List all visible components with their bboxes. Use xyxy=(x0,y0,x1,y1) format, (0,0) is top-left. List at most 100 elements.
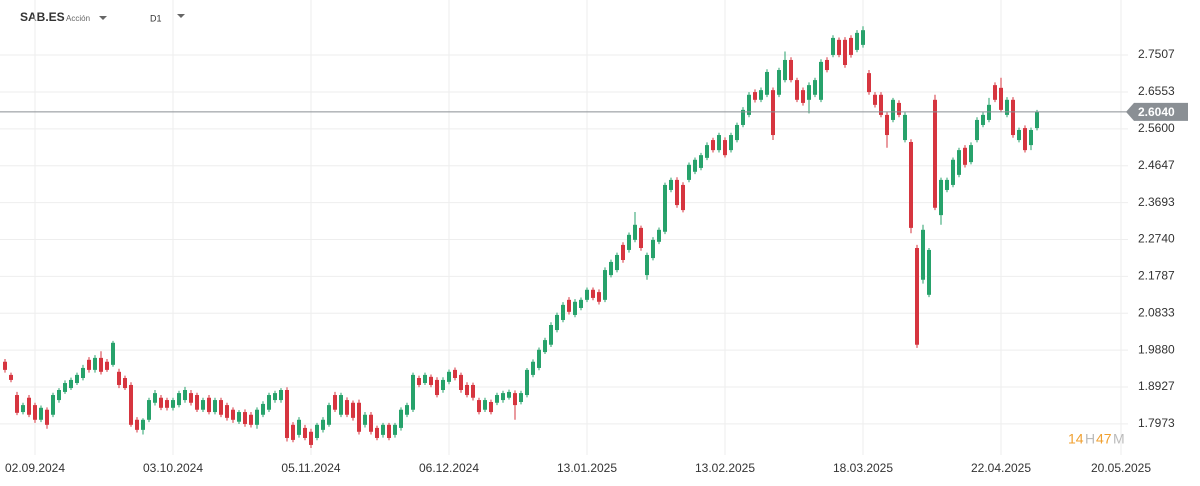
candle-body xyxy=(111,342,115,365)
candle-body xyxy=(21,405,25,413)
candle-body xyxy=(603,270,607,300)
candle-body xyxy=(363,414,367,425)
candle-body xyxy=(579,299,583,308)
candle-body xyxy=(69,379,73,389)
candle-body xyxy=(501,393,505,401)
candle-body xyxy=(915,248,919,345)
symbol[interactable]: SAB.ES xyxy=(20,10,65,24)
candle-body xyxy=(3,361,7,370)
candle-body xyxy=(105,361,109,370)
candle-body xyxy=(621,244,625,260)
x-tick-label: 13.02.2025 xyxy=(695,461,755,475)
candle-body xyxy=(351,402,355,418)
candle-body xyxy=(261,403,265,415)
candle-body xyxy=(15,395,19,413)
candle-body xyxy=(921,229,925,280)
candle-body xyxy=(837,39,841,55)
candle-body xyxy=(795,80,799,100)
candle-body xyxy=(657,229,661,242)
y-tick-label: 1.9880 xyxy=(1138,342,1175,356)
candle-body xyxy=(165,400,169,408)
candle-body xyxy=(87,359,91,370)
x-tick-label: 06.12.2024 xyxy=(419,461,479,475)
candle-body xyxy=(639,227,643,249)
candle-body xyxy=(1035,111,1039,129)
candle-body xyxy=(177,393,181,406)
candle-body xyxy=(75,374,79,384)
x-tick-label: 03.10.2024 xyxy=(143,461,203,475)
candle-body xyxy=(651,239,655,259)
candle-body xyxy=(267,395,271,410)
candle-body xyxy=(141,419,145,430)
y-tick-label: 2.5600 xyxy=(1138,121,1175,135)
candle-body xyxy=(933,99,937,208)
candle-body xyxy=(429,376,433,385)
candle-body xyxy=(117,371,121,385)
candle-body xyxy=(57,390,61,401)
last-price-label: 2.6040 xyxy=(1138,105,1175,119)
candle-body xyxy=(327,405,331,425)
candle-body xyxy=(861,30,865,45)
candle-body xyxy=(423,374,427,384)
y-tick-label: 2.1787 xyxy=(1138,269,1175,283)
candle-body xyxy=(681,184,685,211)
candle-body xyxy=(693,159,697,172)
dropdown-arrow[interactable] xyxy=(177,14,185,18)
instrument-type: Acción xyxy=(66,14,90,23)
candle-body xyxy=(135,419,139,430)
candle-body xyxy=(513,393,517,406)
candle-body xyxy=(963,147,967,165)
candle-body xyxy=(531,361,535,375)
candle-body xyxy=(981,114,985,125)
candle-body xyxy=(435,379,439,396)
candle-body xyxy=(273,393,277,401)
candle-body xyxy=(393,424,397,435)
candle-body xyxy=(729,135,733,151)
candle-body xyxy=(183,390,187,401)
candle-body xyxy=(189,393,193,403)
candles xyxy=(3,26,1039,449)
candle-body xyxy=(1011,99,1015,136)
candle-body xyxy=(741,109,745,125)
candle-body xyxy=(471,384,475,398)
y-tick-label: 2.0833 xyxy=(1138,305,1175,319)
candle-body xyxy=(699,155,703,168)
candle-body xyxy=(537,349,541,368)
candle-body xyxy=(93,357,97,370)
candle-body xyxy=(201,400,205,410)
candle-body xyxy=(843,39,847,65)
candle-body xyxy=(627,234,631,250)
header: SAB.ES Acción D1 xyxy=(20,10,185,24)
x-tick-label: 05.11.2024 xyxy=(281,461,340,475)
candle-body xyxy=(51,395,55,415)
candle-body xyxy=(219,400,223,415)
candle-body xyxy=(495,395,499,403)
candle-body xyxy=(207,397,211,413)
candle-body xyxy=(357,402,361,432)
candle-body xyxy=(747,94,751,115)
candle-body xyxy=(1029,130,1033,146)
candle-body xyxy=(231,409,235,420)
candle-body xyxy=(723,140,727,156)
timer-unit: M xyxy=(1113,431,1125,447)
candle-body xyxy=(705,145,709,158)
candle-body xyxy=(909,141,913,228)
candle-body xyxy=(735,124,739,141)
candle-body xyxy=(81,367,85,379)
candle-body xyxy=(237,412,241,422)
countdown: 14 H 47 M xyxy=(1068,431,1125,447)
candle-body xyxy=(585,289,589,300)
candle-body xyxy=(297,419,301,435)
candle-body xyxy=(813,80,817,95)
candle-body xyxy=(987,104,991,120)
candle-body xyxy=(195,395,199,410)
timeframe[interactable]: D1 xyxy=(150,13,162,23)
candle-body xyxy=(957,150,961,175)
candle-body xyxy=(1023,128,1027,151)
candle-body xyxy=(945,179,949,190)
candle-body xyxy=(465,384,469,396)
candle-body xyxy=(711,140,715,151)
candle-body xyxy=(927,249,931,295)
y-tick-label: 2.7507 xyxy=(1138,47,1175,61)
dropdown-arrow[interactable] xyxy=(99,16,107,20)
